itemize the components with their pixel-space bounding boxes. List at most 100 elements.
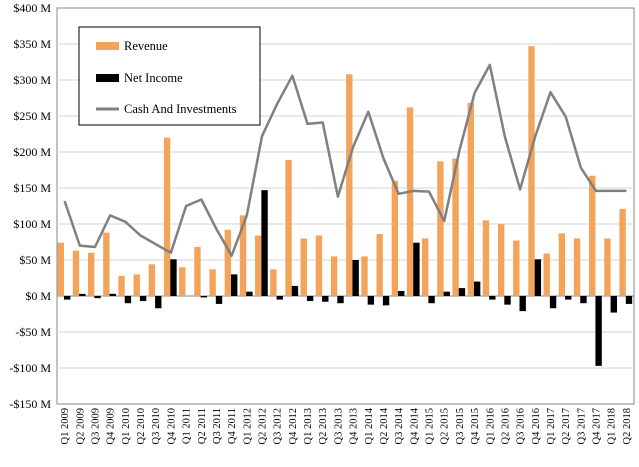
bar-net-income (443, 291, 450, 296)
bar-revenue (376, 234, 383, 296)
bar-revenue (118, 275, 125, 296)
legend-label-net-income: Net Income (124, 71, 183, 85)
bar-revenue (422, 238, 429, 296)
bar-net-income (63, 296, 71, 300)
bar-revenue (239, 215, 247, 296)
bar-revenue (604, 238, 611, 296)
x-tick-label: Q1 2017 (546, 408, 557, 444)
y-tick-label: $300 M (13, 73, 51, 87)
y-axis-ticks: $400 M $350 M $300 M $250 M $200 M $150 M $100… (9, 1, 51, 411)
bar-net-income (215, 296, 223, 304)
bar-revenue (406, 107, 414, 296)
x-tick-label: Q1 2014 (364, 407, 375, 444)
y-tick-label: $400 M (13, 1, 51, 15)
x-tick-label: Q2 2016 (500, 408, 511, 444)
bar-revenue (179, 267, 186, 296)
x-tick-label: Q4 2011 (227, 408, 238, 444)
y-tick-label: $0 M (25, 289, 51, 303)
legend-swatch-revenue (96, 42, 119, 50)
bar-revenue (330, 256, 338, 296)
x-tick-label: Q4 2009 (106, 408, 117, 444)
x-tick-label: Q4 2016 (531, 408, 542, 444)
legend-label-revenue: Revenue (124, 39, 168, 53)
bar-net-income (413, 242, 420, 296)
bar-revenue (452, 158, 459, 296)
x-tick-label: Q4 2015 (470, 408, 481, 444)
bar-revenue (361, 256, 368, 296)
bar-revenue (224, 229, 232, 296)
bar-revenue (573, 238, 581, 296)
bar-net-income (473, 281, 481, 296)
bar-net-income (246, 291, 253, 296)
bar-revenue (558, 233, 566, 296)
x-tick-label: Q4 2013 (349, 408, 360, 444)
bar-net-income (580, 296, 587, 304)
bar-net-income (519, 296, 526, 312)
legend-label-cash: Cash And Investments (124, 102, 237, 116)
bar-net-income (109, 293, 116, 296)
x-tick-label: Q3 2015 (455, 408, 466, 444)
bar-revenue (133, 274, 140, 296)
bar-revenue (103, 232, 110, 296)
x-tick-label: Q4 2010 (166, 408, 177, 444)
bar-revenue (163, 137, 171, 296)
x-tick-label: Q2 2009 (75, 408, 86, 444)
bar-revenue (209, 269, 216, 296)
bar-net-income (322, 296, 329, 302)
x-tick-label: Q3 2010 (151, 408, 162, 444)
x-tick-label: Q2 2013 (318, 408, 329, 444)
y-tick-label: $100 M (13, 217, 51, 231)
x-tick-label: Q2 2010 (136, 408, 147, 444)
x-tick-label: Q1 2013 (303, 408, 314, 444)
bar-net-income (489, 296, 496, 300)
bar-net-income (155, 296, 162, 309)
legend-swatch-net-income (96, 74, 119, 82)
x-tick-label: Q3 2017 (576, 408, 587, 444)
bar-net-income (382, 296, 390, 306)
x-tick-label: Q2 2012 (257, 408, 268, 444)
bar-revenue (72, 250, 80, 296)
bar-net-income (367, 296, 375, 305)
bar-net-income (549, 296, 557, 309)
bar-revenue (315, 235, 323, 296)
x-tick-label: Q3 2009 (90, 408, 101, 444)
bar-net-income (534, 259, 542, 296)
x-tick-label: Q2 2011 (197, 408, 208, 444)
x-tick-label: Q1 2012 (242, 408, 253, 444)
bar-net-income (276, 296, 283, 300)
x-tick-label: Q2 2018 (622, 408, 633, 444)
x-tick-label: Q3 2012 (273, 408, 284, 444)
bar-net-income (565, 296, 572, 300)
y-tick-label: -$100 M (9, 361, 51, 375)
x-tick-label: Q1 2011 (182, 408, 193, 444)
y-tick-label: $150 M (13, 181, 51, 195)
bar-revenue (255, 235, 262, 296)
bar-net-income (504, 296, 511, 305)
legend: Revenue Net Income Cash And Investments (78, 26, 261, 126)
bar-revenue (87, 252, 95, 296)
bar-revenue (467, 103, 474, 296)
bar-revenue (57, 242, 64, 296)
x-tick-label: Q1 2015 (425, 408, 436, 444)
line-cash-and-investments (63, 63, 627, 257)
y-tick-label: -$150 M (9, 397, 51, 411)
bar-revenue (482, 220, 490, 296)
bar-revenue (528, 46, 535, 296)
x-tick-label: Q4 2014 (409, 407, 420, 444)
bar-revenue (270, 269, 277, 296)
bar-net-income (352, 260, 359, 296)
x-tick-label: Q3 2014 (394, 407, 405, 444)
y-tick-label: -$50 M (15, 325, 51, 339)
x-tick-label: Q2 2017 (561, 408, 572, 444)
bars (57, 46, 633, 366)
bar-net-income (610, 296, 617, 313)
bar-net-income (291, 285, 299, 296)
x-tick-label: Q1 2016 (485, 408, 496, 444)
bar-revenue (543, 253, 550, 296)
x-tick-label: Q1 2018 (607, 408, 618, 444)
x-tick-label: Q1 2010 (121, 408, 132, 444)
bar-net-income (231, 274, 238, 296)
bar-net-income (398, 290, 405, 296)
